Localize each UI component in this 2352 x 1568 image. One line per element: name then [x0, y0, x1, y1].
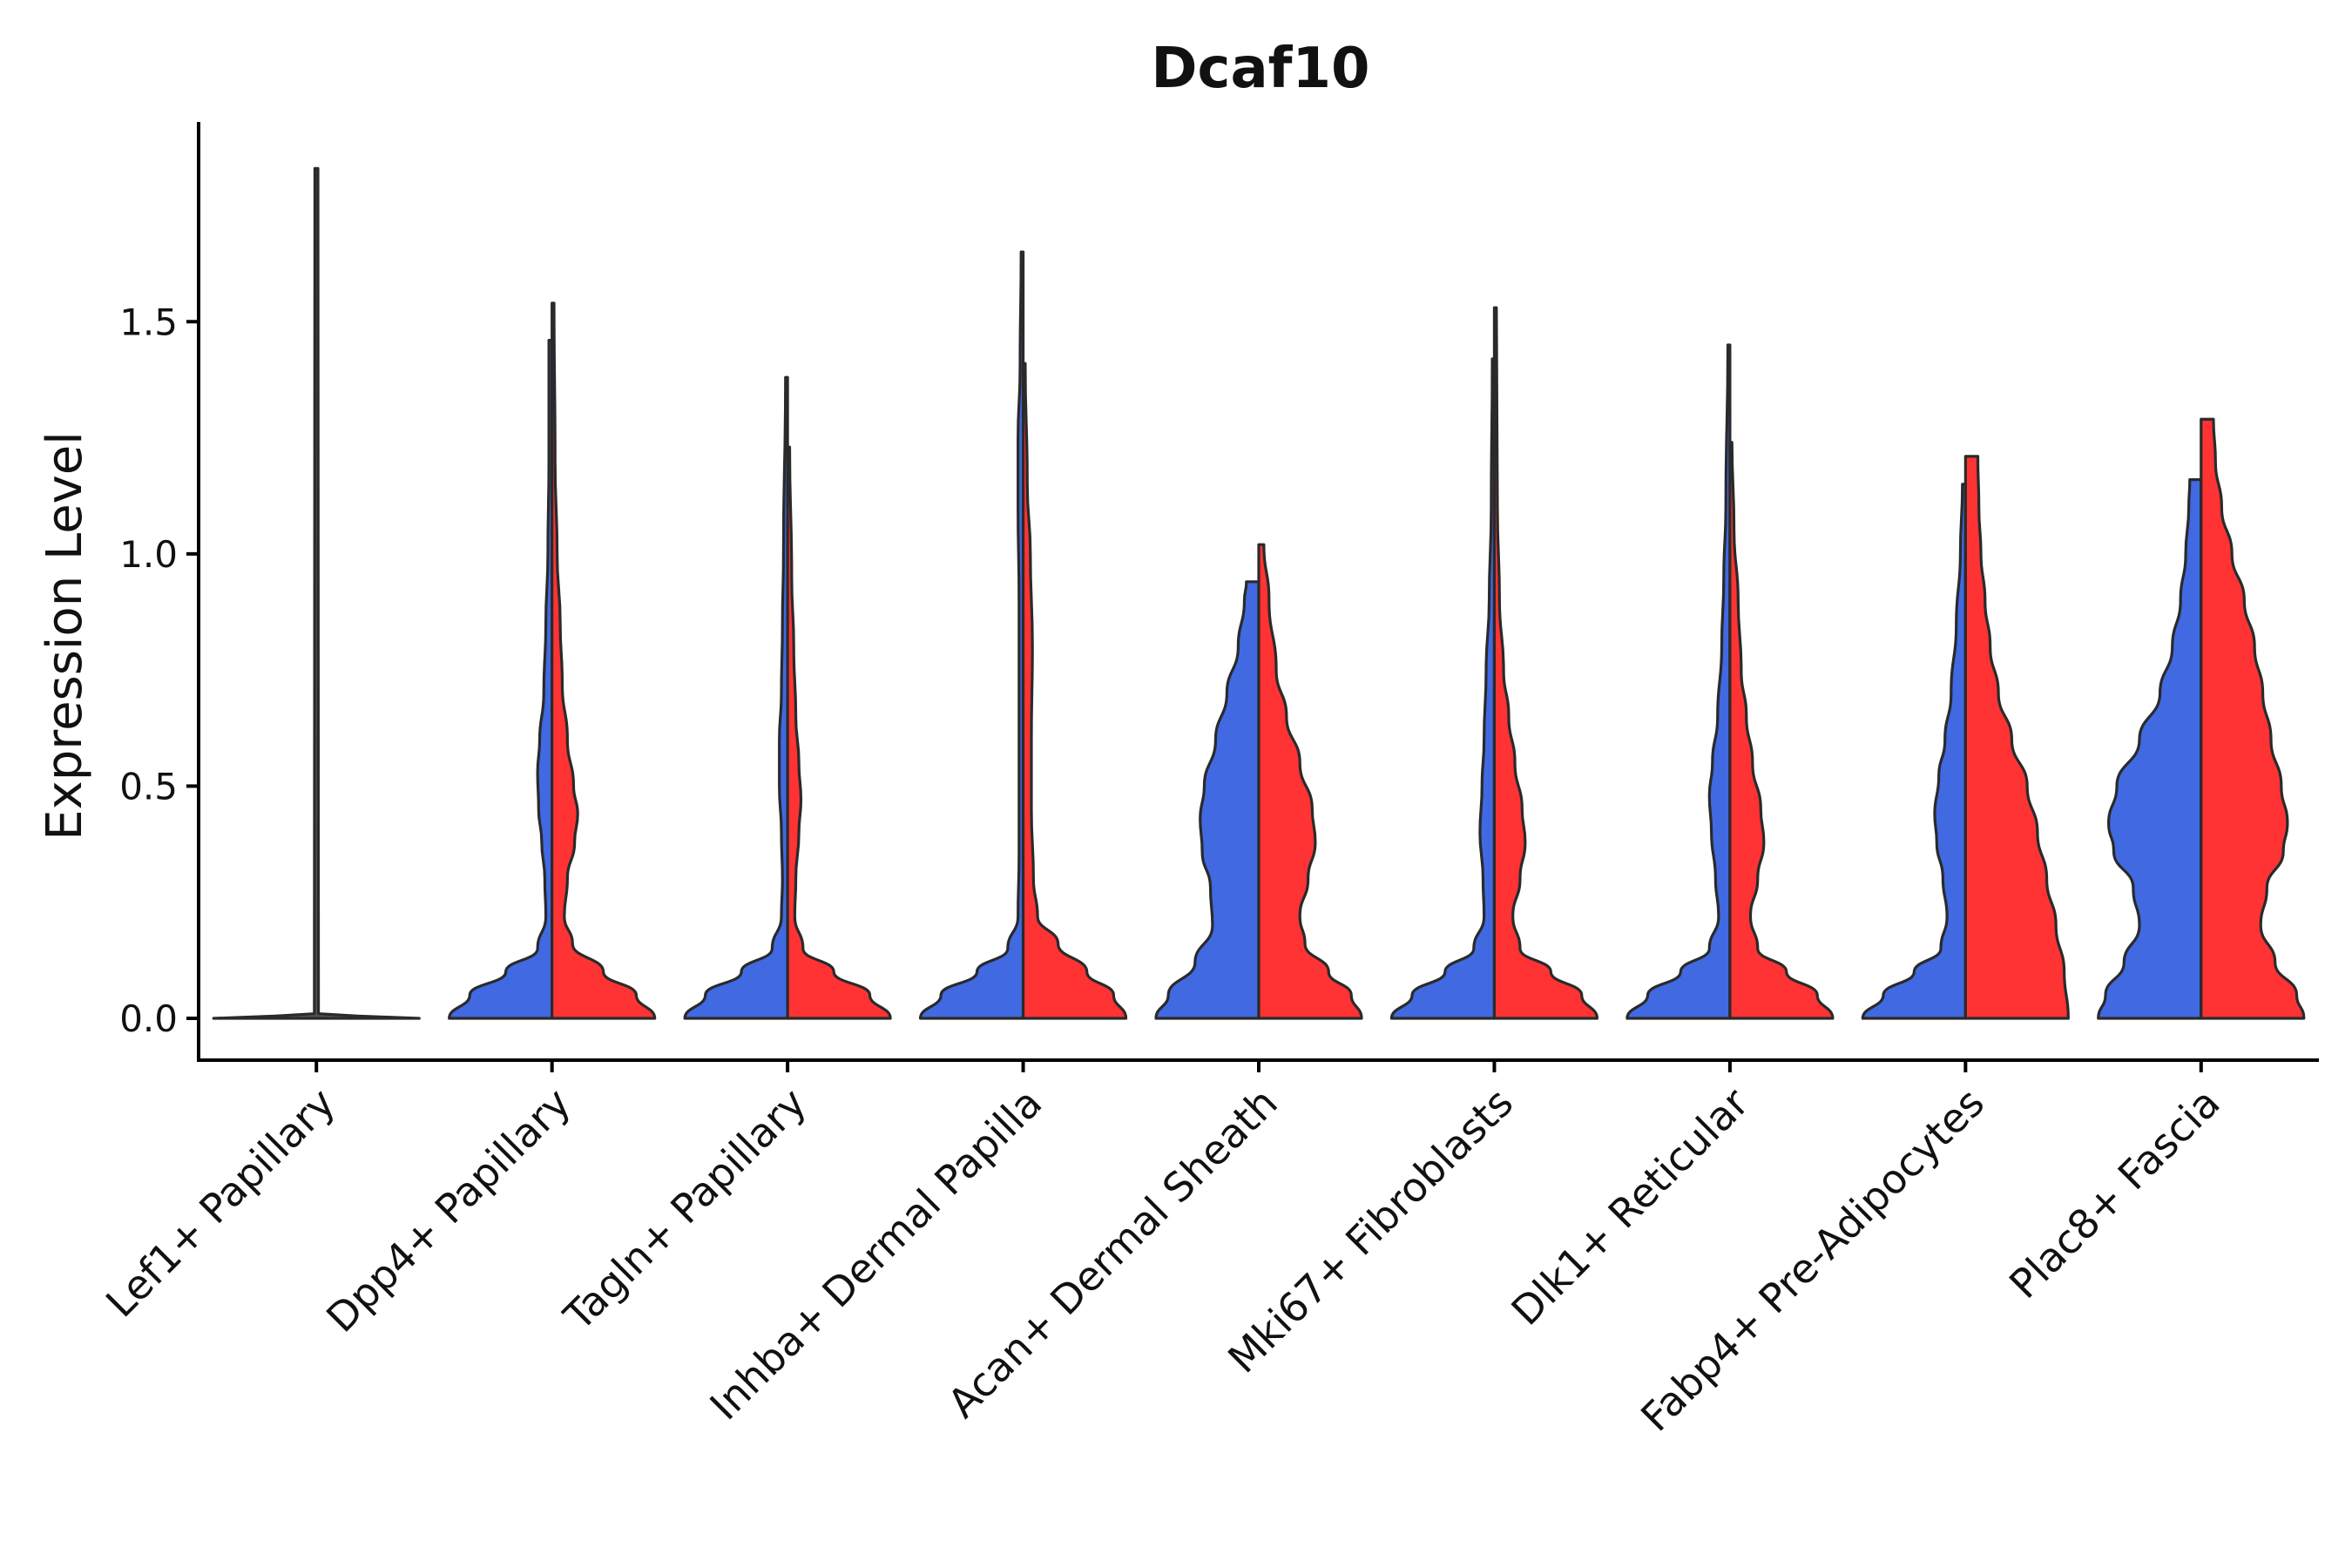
violin-mki67-fibroblasts-red: [1492, 306, 1599, 1020]
violin-group: [212, 166, 2306, 1020]
x-tick-label: Dpp4+ Papillary: [317, 1079, 579, 1342]
y-tick-label: 1.5: [119, 301, 178, 343]
violin-lef1-papillary-all: [212, 166, 421, 1020]
y-tick-label: 0.5: [119, 765, 178, 808]
violin-inhba-dermal-papilla-red: [1021, 362, 1128, 1020]
chart-title: Dcaf10: [1151, 37, 1369, 101]
x-tick-label: Plac8+ Fascia: [2000, 1079, 2228, 1308]
y-tick-label: 1.0: [119, 533, 178, 576]
violin-dlk1-reticular-red: [1728, 441, 1835, 1020]
y-axis-label: Expression Level: [37, 431, 93, 841]
violin-dpp4-papillary-red: [551, 301, 657, 1020]
violin-plac8-fascia-blue: [2097, 477, 2203, 1020]
violin-fabp4-pre-adipocytes-blue: [1861, 483, 1967, 1020]
x-tick-label: Lef1+ Papillary: [97, 1079, 344, 1327]
violin-plac8-fascia-red: [2200, 417, 2306, 1020]
violin-dpp4-papillary-blue: [448, 338, 554, 1020]
x-tick-label: Dlk1+ Reticular: [1502, 1079, 1757, 1335]
violin-mki67-fibroblasts-blue: [1389, 357, 1497, 1020]
violin-acan-dermal-sheath-blue: [1154, 580, 1260, 1020]
violin-fabp4-pre-adipocytes-red: [1963, 455, 2070, 1020]
violin-tagln-papillary-blue: [683, 375, 789, 1020]
violin-tagln-papillary-red: [786, 445, 892, 1020]
y-tick-label: 0.0: [119, 997, 178, 1040]
violin-dlk1-reticular-blue: [1625, 343, 1732, 1020]
x-tick-label: Tagln+ Papillary: [554, 1079, 815, 1341]
y-ticks: 0.0 0.5 1.0 1.5: [119, 301, 199, 1040]
violin-acan-dermal-sheath-red: [1257, 543, 1363, 1020]
violin-inhba-dermal-papilla-blue: [918, 250, 1025, 1020]
